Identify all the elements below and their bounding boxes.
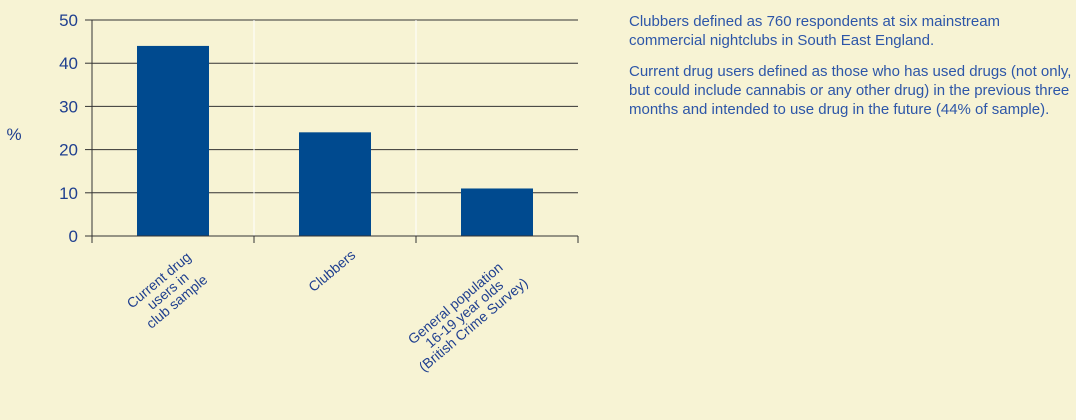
x-category-label: Clubbers <box>305 247 358 295</box>
bar <box>137 45 209 236</box>
y-tick-label: 20 <box>59 141 78 160</box>
x-category-label-line: Clubbers <box>305 247 358 295</box>
y-tick-label: 10 <box>59 184 78 203</box>
y-tick-label: 40 <box>59 54 78 73</box>
chart-notes: Clubbers defined as 760 respondents at s… <box>629 12 1074 131</box>
y-tick-label: 50 <box>59 11 78 30</box>
y-tick-label: 30 <box>59 97 78 116</box>
y-tick-label: 0 <box>69 227 78 246</box>
axes <box>85 19 579 243</box>
bars <box>137 45 533 236</box>
y-axis-title: % <box>6 125 21 144</box>
bar <box>299 132 371 236</box>
bar <box>461 188 533 236</box>
note-drug-users-definition: Current drug users defined as those who … <box>629 63 1072 118</box>
note-clubbers-definition: Clubbers defined as 760 respondents at s… <box>629 13 1001 49</box>
